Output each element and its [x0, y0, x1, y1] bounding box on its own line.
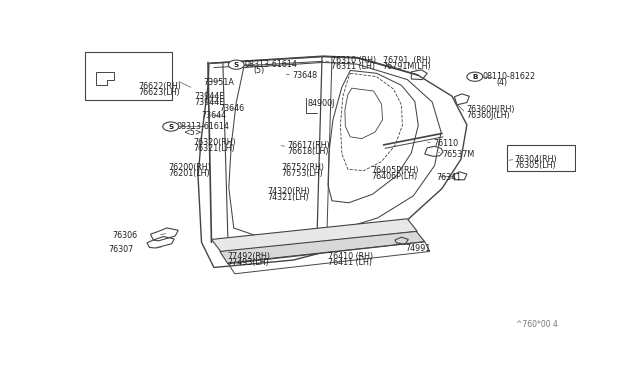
Text: 08313-61614: 08313-61614 — [177, 122, 230, 131]
Text: S: S — [168, 124, 173, 129]
Text: 76310 (RH): 76310 (RH) — [332, 56, 376, 65]
Text: 76311 (LH): 76311 (LH) — [332, 62, 376, 71]
Text: ^760*00 4: ^760*00 4 — [516, 320, 558, 329]
Text: <5>: <5> — [183, 128, 202, 137]
Text: (4): (4) — [497, 78, 508, 87]
Text: S: S — [234, 62, 239, 68]
Text: 76320(RH): 76320(RH) — [193, 138, 236, 147]
Text: 76306: 76306 — [112, 231, 138, 240]
Text: 76406P(LH): 76406P(LH) — [372, 172, 418, 181]
Text: 76617(RH): 76617(RH) — [287, 141, 330, 150]
Text: 74991: 74991 — [405, 244, 430, 253]
Text: 76618(LH): 76618(LH) — [287, 147, 329, 156]
Text: 74320(RH): 74320(RH) — [268, 187, 310, 196]
Text: 76201(LH): 76201(LH) — [168, 169, 210, 178]
Text: 76537M: 76537M — [442, 150, 474, 159]
Circle shape — [163, 122, 179, 131]
Text: 77492(RH): 77492(RH) — [228, 251, 271, 260]
Text: 76321(LH): 76321(LH) — [193, 144, 235, 153]
Text: 76305(LH): 76305(LH) — [514, 161, 556, 170]
Polygon shape — [220, 231, 425, 264]
Text: 73944E: 73944E — [194, 98, 225, 107]
Text: 73648: 73648 — [292, 71, 317, 80]
Text: 08110-81622: 08110-81622 — [483, 72, 536, 81]
Text: 76360J(LH): 76360J(LH) — [466, 111, 509, 120]
Text: 76410 (RH): 76410 (RH) — [328, 252, 373, 262]
Text: B: B — [472, 74, 477, 80]
Text: 77493(LH): 77493(LH) — [228, 257, 269, 267]
Text: (5): (5) — [253, 66, 264, 75]
Text: 76411 (LH): 76411 (LH) — [328, 259, 372, 267]
Text: 76200(RH): 76200(RH) — [168, 163, 211, 172]
Text: 76307: 76307 — [109, 245, 134, 254]
Text: 76752(RH): 76752(RH) — [281, 163, 324, 172]
Circle shape — [467, 72, 483, 81]
Text: 73951A: 73951A — [203, 78, 234, 87]
Text: 76623(LH): 76623(LH) — [138, 88, 180, 97]
Text: 73646: 73646 — [220, 104, 245, 113]
Polygon shape — [211, 219, 417, 252]
Text: 76791  (RH): 76791 (RH) — [383, 56, 431, 65]
Text: 84900J: 84900J — [307, 99, 335, 108]
Text: 76753(LH): 76753(LH) — [281, 169, 323, 178]
Text: 76304(RH): 76304(RH) — [514, 155, 557, 164]
Text: 76405P(RH): 76405P(RH) — [372, 166, 419, 175]
Text: 73644: 73644 — [202, 111, 227, 120]
Circle shape — [228, 60, 244, 69]
Text: 76341: 76341 — [436, 173, 461, 182]
Text: 76622(RH): 76622(RH) — [138, 82, 181, 91]
Text: 08313-61614: 08313-61614 — [244, 60, 298, 69]
Text: 76791M(LH): 76791M(LH) — [383, 62, 431, 71]
Text: 76360H(RH): 76360H(RH) — [466, 105, 515, 114]
Text: 74321(LH): 74321(LH) — [268, 193, 309, 202]
Text: 76110: 76110 — [433, 139, 458, 148]
Text: 73944E: 73944E — [194, 92, 225, 101]
